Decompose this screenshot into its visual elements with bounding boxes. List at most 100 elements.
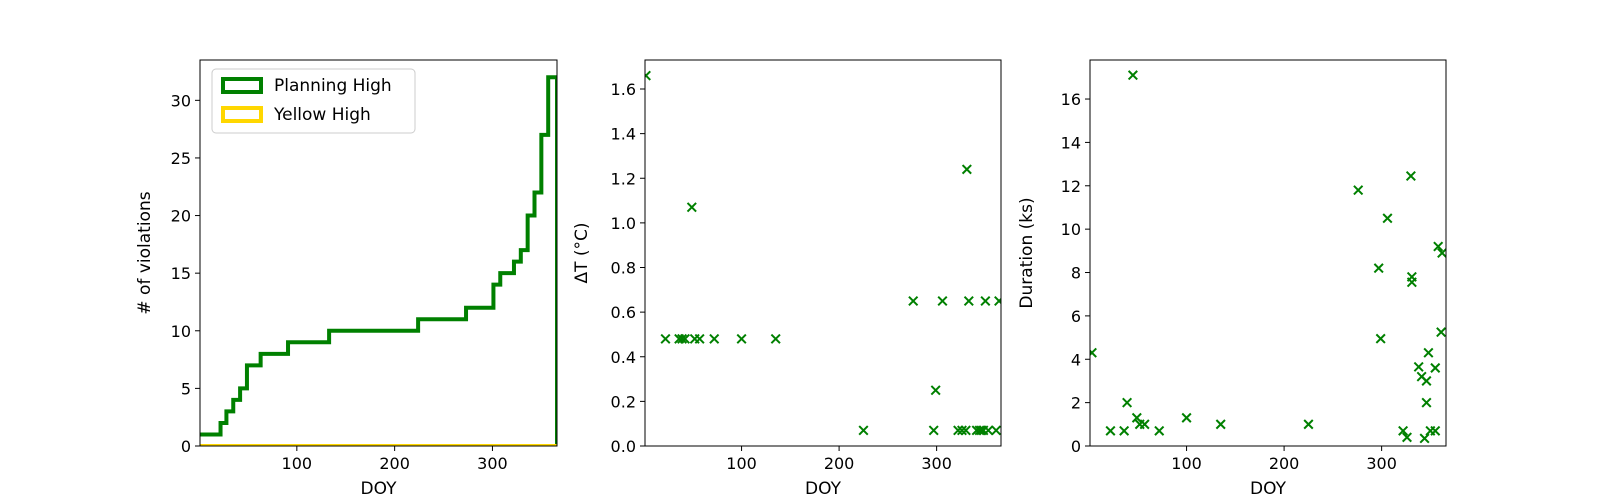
y-tick-label: 6 xyxy=(1071,307,1081,326)
data-point xyxy=(770,333,781,344)
data-point xyxy=(660,333,671,344)
y-tick-label: 1.0 xyxy=(611,214,636,233)
y-tick-label: 0.0 xyxy=(611,437,636,456)
y-tick-label: 4 xyxy=(1071,350,1081,369)
data-point xyxy=(1423,347,1434,358)
data-point xyxy=(1401,432,1412,443)
y-tick-label: 20 xyxy=(171,207,191,226)
x-tick-label: 300 xyxy=(1366,454,1397,473)
data-point xyxy=(1353,185,1364,196)
data-point xyxy=(928,425,939,436)
chart-panel-1: 100 200 300 0 5 10 15 20 25 30 DOY # of violations P… xyxy=(135,59,558,499)
x-axis-label: DOY xyxy=(361,479,398,499)
data-point xyxy=(930,385,941,396)
y-tick-label: 0 xyxy=(181,437,191,456)
data-point xyxy=(1119,425,1130,436)
data-point xyxy=(1421,397,1432,408)
y-tick-label: 0.6 xyxy=(611,303,636,322)
y-tick-label: 10 xyxy=(1061,220,1081,239)
y-tick-label: 25 xyxy=(171,149,191,168)
data-point xyxy=(961,164,972,175)
data-point xyxy=(1405,171,1416,182)
y-tick-label: 15 xyxy=(171,264,191,283)
x-tick-label: 300 xyxy=(477,454,508,473)
data-point xyxy=(1430,425,1441,436)
y-tick-label: 5 xyxy=(181,379,191,398)
data-point xyxy=(1215,419,1226,430)
data-point xyxy=(858,425,869,436)
data-point xyxy=(1139,419,1150,430)
y-axis-label: Duration (ks) xyxy=(1017,197,1037,308)
y-tick-label: 0 xyxy=(1071,437,1081,456)
data-point xyxy=(963,295,974,306)
data-point xyxy=(1430,362,1441,373)
data-point xyxy=(709,333,720,344)
data-point xyxy=(1421,375,1432,386)
series-line-1 xyxy=(200,75,557,446)
legend-label-2: Yellow High xyxy=(273,105,371,125)
axes-frame xyxy=(644,59,1002,447)
data-point xyxy=(974,425,985,436)
y-tick-label: 30 xyxy=(171,91,191,110)
data-point xyxy=(686,202,697,213)
y-tick-label: 16 xyxy=(1061,90,1081,109)
y-tick-label: 10 xyxy=(171,322,191,341)
y-tick-label: 2 xyxy=(1071,394,1081,413)
y-tick-label: 14 xyxy=(1061,133,1081,152)
chart-panel-2: 100 200 300 0.0 0.2 0.4 0.6 0.8 1.0 1.2 1.4 1.6 DOY Δ… xyxy=(572,59,1002,499)
data-point xyxy=(983,425,994,436)
data-point xyxy=(1382,213,1393,224)
data-point xyxy=(991,425,1001,436)
plot-area xyxy=(200,75,557,446)
legend: Planning High Yellow High xyxy=(211,68,416,134)
x-tick-label: 200 xyxy=(379,454,410,473)
y-tick-label: 1.6 xyxy=(611,80,636,99)
data-point xyxy=(937,295,948,306)
data-point xyxy=(679,333,690,344)
data-point xyxy=(1127,70,1138,81)
y-tick-label: 1.2 xyxy=(611,169,636,188)
y-axis-label: ΔT (°C) xyxy=(572,222,592,283)
data-point xyxy=(953,425,964,436)
y-axis-label: # of violations xyxy=(135,191,155,314)
legend-label-1: Planning High xyxy=(274,76,392,96)
plot-area xyxy=(645,70,1001,436)
data-point xyxy=(980,295,991,306)
data-point xyxy=(645,70,651,81)
y-tick-label: 0.4 xyxy=(611,348,636,367)
data-point xyxy=(1433,241,1444,252)
x-tick-label: 200 xyxy=(1269,454,1300,473)
y-tick-label: 12 xyxy=(1061,177,1081,196)
data-point xyxy=(1090,347,1097,358)
data-point xyxy=(1122,397,1133,408)
data-point xyxy=(1375,333,1386,344)
data-point xyxy=(956,425,967,436)
data-point xyxy=(736,333,747,344)
x-axis-label: DOY xyxy=(805,479,842,499)
data-point xyxy=(1398,425,1409,436)
x-tick-label: 300 xyxy=(921,454,952,473)
data-point xyxy=(960,425,971,436)
x-tick-label: 100 xyxy=(282,454,313,473)
data-point xyxy=(908,295,919,306)
data-point xyxy=(1413,361,1424,372)
data-point xyxy=(677,333,688,344)
x-axis-label: DOY xyxy=(1250,479,1287,499)
data-point xyxy=(1154,425,1165,436)
y-tick-label: 1.4 xyxy=(611,125,636,144)
data-point xyxy=(1181,412,1192,423)
data-point xyxy=(1406,277,1417,288)
data-point xyxy=(1419,433,1430,444)
legend-swatch-2 xyxy=(221,106,263,123)
y-tick-label: 0.8 xyxy=(611,259,636,278)
data-point xyxy=(1436,327,1446,338)
legend-swatch-1 xyxy=(221,77,263,94)
data-point xyxy=(994,295,1001,306)
x-tick-label: 100 xyxy=(1171,454,1202,473)
axes-frame xyxy=(1089,59,1447,447)
axes-frame xyxy=(199,59,558,447)
data-point xyxy=(1105,425,1116,436)
data-point xyxy=(1437,247,1446,259)
data-point xyxy=(1303,419,1314,430)
